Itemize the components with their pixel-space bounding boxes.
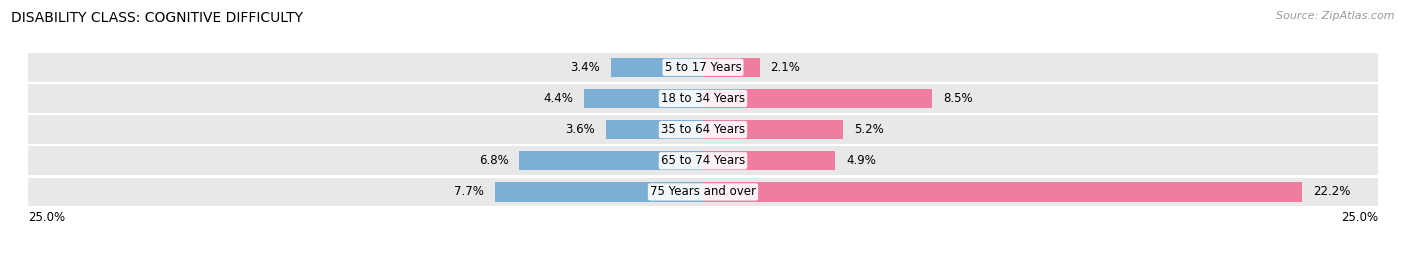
Text: 75 Years and over: 75 Years and over [650, 185, 756, 198]
Bar [703, 58, 759, 77]
Text: 5.2%: 5.2% [855, 123, 884, 136]
Bar [28, 115, 1378, 144]
Bar [703, 120, 844, 139]
Bar [28, 84, 1378, 113]
Bar [703, 151, 835, 170]
Text: DISABILITY CLASS: COGNITIVE DIFFICULTY: DISABILITY CLASS: COGNITIVE DIFFICULTY [11, 11, 304, 25]
Text: 4.9%: 4.9% [846, 154, 876, 167]
Text: 3.6%: 3.6% [565, 123, 595, 136]
Text: 22.2%: 22.2% [1313, 185, 1351, 198]
Text: 5 to 17 Years: 5 to 17 Years [665, 61, 741, 74]
Text: 7.7%: 7.7% [454, 185, 484, 198]
Text: 18 to 34 Years: 18 to 34 Years [661, 92, 745, 105]
Bar [703, 182, 1302, 202]
Bar [28, 178, 1378, 206]
Text: 6.8%: 6.8% [479, 154, 509, 167]
Bar [585, 89, 703, 108]
Text: 2.1%: 2.1% [770, 61, 800, 74]
Bar [612, 58, 703, 77]
Bar [495, 182, 703, 202]
Text: 8.5%: 8.5% [943, 92, 973, 105]
Text: 25.0%: 25.0% [28, 211, 65, 224]
Bar [606, 120, 703, 139]
Text: 3.4%: 3.4% [571, 61, 600, 74]
Bar [28, 146, 1378, 175]
Text: 35 to 64 Years: 35 to 64 Years [661, 123, 745, 136]
Bar [703, 89, 932, 108]
Bar [519, 151, 703, 170]
Text: 4.4%: 4.4% [544, 92, 574, 105]
Text: 25.0%: 25.0% [1341, 211, 1378, 224]
Text: 65 to 74 Years: 65 to 74 Years [661, 154, 745, 167]
Text: Source: ZipAtlas.com: Source: ZipAtlas.com [1277, 11, 1395, 21]
Bar [28, 53, 1378, 82]
